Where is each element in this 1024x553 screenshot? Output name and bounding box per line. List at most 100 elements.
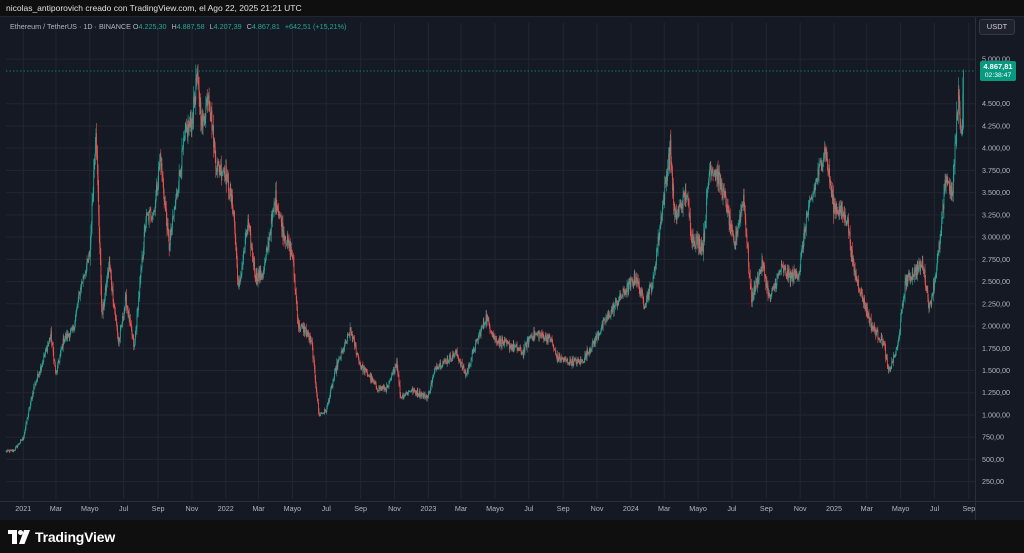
candle-body [299,329,301,330]
candle-body [846,220,848,224]
candle-body [662,201,664,205]
candle-body [768,291,770,295]
candle-body [875,330,877,336]
candle-body [479,332,480,337]
candle-body [282,222,284,237]
candle-body [827,164,829,172]
candle-body [531,334,532,336]
candle-body [528,339,530,345]
candle-body [244,239,246,249]
candle-body [417,390,419,396]
candle-body [428,391,430,394]
candle-body [153,211,155,214]
candle-body [477,339,479,342]
candle-body [594,339,596,345]
candle-body [42,362,44,365]
candle-body [557,354,559,361]
candle-body [550,340,552,342]
candle-body [468,363,470,367]
candle-body [193,96,194,119]
candle-body [285,243,287,245]
candle-body [681,205,682,209]
candle-body [248,225,250,227]
candle-body [189,123,191,127]
candle-body [919,263,921,271]
candle-body [588,352,590,355]
y-tick-label: 4.250,00 [982,121,1010,130]
close-value: 4.867,81 [251,22,280,31]
candle-body [694,245,696,247]
candle-body [852,258,854,262]
candle-body [174,204,176,208]
candle-body [383,385,385,390]
candle-body [376,387,378,389]
candle-body [221,172,223,177]
candle-body [165,206,167,209]
candle-body [84,275,86,276]
candle-body [391,373,393,375]
candle-body [667,168,668,182]
candle-body [636,276,637,283]
candle-body [643,306,645,309]
candle-body [451,359,453,361]
candle-body [705,219,707,224]
candle-body [220,163,222,173]
candle-body [60,349,62,354]
candle-body [674,213,676,218]
candle-body [687,195,688,197]
candle-body [21,439,23,441]
y-tick-label: 2.500,00 [982,277,1010,286]
candle-body [190,124,192,132]
candle-body [6,451,7,452]
candle-body [467,370,469,372]
candle-body [813,187,815,193]
candle-body [412,390,414,393]
candle-body [349,334,350,337]
candle-body [782,265,783,267]
candle-body [414,388,415,392]
candle-body [158,166,160,168]
candle-body [582,362,584,364]
candle-body [507,341,509,343]
candle-body [688,201,690,206]
candle-body [308,332,309,336]
candle-body [917,265,919,271]
candle-body [394,371,395,374]
candle-body [63,340,65,343]
candle-body [668,153,670,165]
candle-body [197,71,199,81]
candle-body [528,337,530,340]
candle-body [257,280,258,282]
candle-body [298,323,300,328]
x-tick-label: Jul [322,504,332,513]
chart-area[interactable]: 250,00 500,00 750,00 1.000,00 1.250,00 1.500,… [0,16,1024,521]
candle-body [103,304,105,308]
candle-body [235,237,237,247]
candle-body [127,306,128,311]
candle-body [686,197,687,200]
candle-body [86,258,88,267]
candle-body [273,203,275,212]
candle-body [665,180,667,184]
candle-body [723,187,724,189]
candle-body [151,217,152,219]
candle-body [753,295,754,299]
candle-body [443,360,445,364]
candle-body [772,287,773,290]
candle-body [659,228,661,236]
candle-body [333,377,335,381]
candle-body [906,278,908,286]
candle-body [506,340,507,344]
candle-body [113,305,115,307]
candle-body [534,333,536,338]
candle-body [83,275,85,278]
price-chart[interactable]: 250,00500,00750,001.000,001.250,001.500,… [0,17,1024,521]
candle-body [107,272,108,283]
candle-body [253,258,254,267]
candle-body [530,336,531,338]
candle-body [324,409,326,411]
currency-button[interactable]: USDT [979,19,1015,35]
candle-body [353,336,355,339]
candle-body [477,336,479,342]
brand[interactable]: TradingView [8,527,115,547]
